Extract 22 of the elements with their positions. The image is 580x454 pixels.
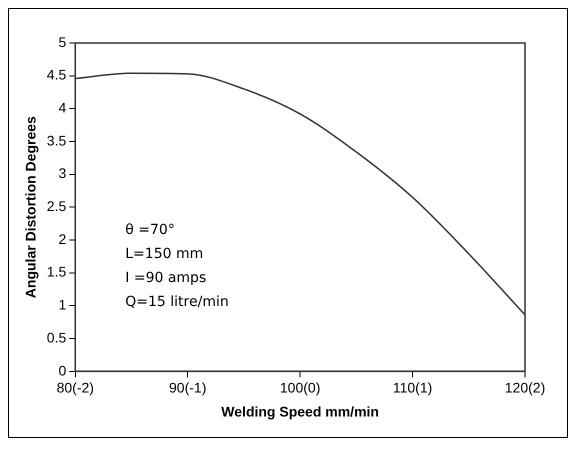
annotation: Q=15 litre/min [125, 294, 229, 310]
annotation: I =90 amps [125, 270, 206, 286]
x-axis-title: Welding Speed mm/min [221, 403, 379, 420]
y-axis-title: Angular Distortion Degrees [22, 116, 38, 298]
y-tick-label: 5 [58, 34, 66, 50]
y-tick-label: 0 [58, 362, 66, 378]
x-tick-label: 120(2) [504, 380, 546, 396]
y-tick-label: 1.5 [46, 264, 66, 280]
y-tick-label: 0.5 [46, 329, 66, 346]
annotation: L=150 mm [125, 246, 204, 262]
y-tick-label: 3 [58, 165, 66, 182]
y-tick-label: 2.5 [46, 198, 66, 214]
x-tick-label: 90(-1) [169, 380, 206, 396]
y-tick-label: 4 [58, 100, 66, 116]
x-tick-label: 110(1) [392, 380, 432, 396]
y-tick-label: 3.5 [46, 132, 66, 148]
x-tick-label: 100(0) [280, 380, 320, 396]
y-tick-label: 4.5 [46, 66, 66, 83]
y-tick-label: 2 [58, 230, 66, 247]
x-tick-label: 80(-2) [56, 380, 94, 396]
y-tick-label: 1 [58, 296, 66, 313]
annotation: θ =70° [125, 222, 175, 238]
